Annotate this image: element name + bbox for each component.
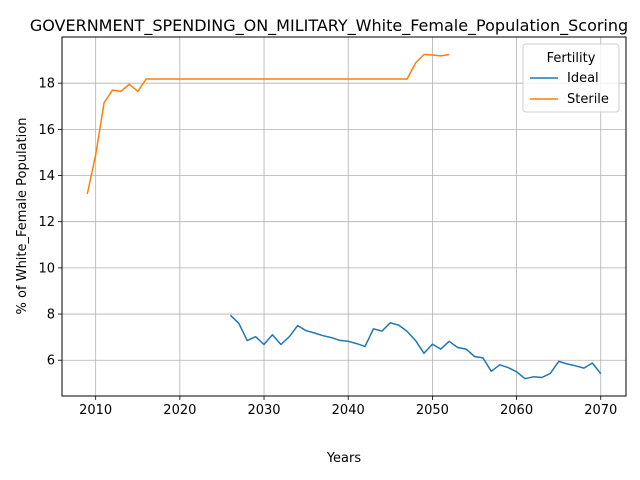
y-tick-label: 8 — [47, 308, 55, 323]
x-tick-label: 2050 — [416, 403, 449, 418]
y-tick-label: 18 — [38, 77, 55, 92]
y-axis-label: % of White_Female Population — [15, 118, 30, 315]
plot-frame — [61, 36, 627, 397]
x-tick-label: 2070 — [584, 403, 617, 418]
y-axis: 6 8 10 12 14 16 18 — [38, 77, 62, 369]
series-line-ideal — [229, 314, 602, 380]
x-axis: 2010 2020 2030 2040 2050 2060 2070 — [79, 396, 617, 418]
x-tick-label: 2010 — [79, 403, 112, 418]
x-tick-label: 2060 — [500, 403, 533, 418]
y-tick-label: 6 — [47, 354, 55, 369]
series-line-sterile — [86, 53, 450, 195]
y-tick-label: 14 — [38, 169, 55, 184]
legend: Fertility Ideal Sterile — [522, 43, 620, 113]
chart-title: GOVERNMENT_SPENDING_ON_MILITARY_White_Fe… — [30, 16, 628, 36]
y-tick-label: 12 — [38, 215, 55, 230]
legend-title: Fertility — [547, 51, 596, 66]
y-tick-label: 10 — [38, 261, 55, 276]
x-axis-label: Years — [326, 451, 362, 466]
x-tick-label: 2040 — [332, 403, 365, 418]
x-tick-label: 2030 — [247, 403, 280, 418]
series-layer — [86, 53, 602, 380]
x-tick-label: 2020 — [163, 403, 196, 418]
legend-label-ideal: Ideal — [567, 71, 599, 86]
legend-box — [522, 43, 620, 113]
legend-label-sterile: Sterile — [567, 92, 609, 107]
y-tick-label: 16 — [38, 123, 55, 138]
